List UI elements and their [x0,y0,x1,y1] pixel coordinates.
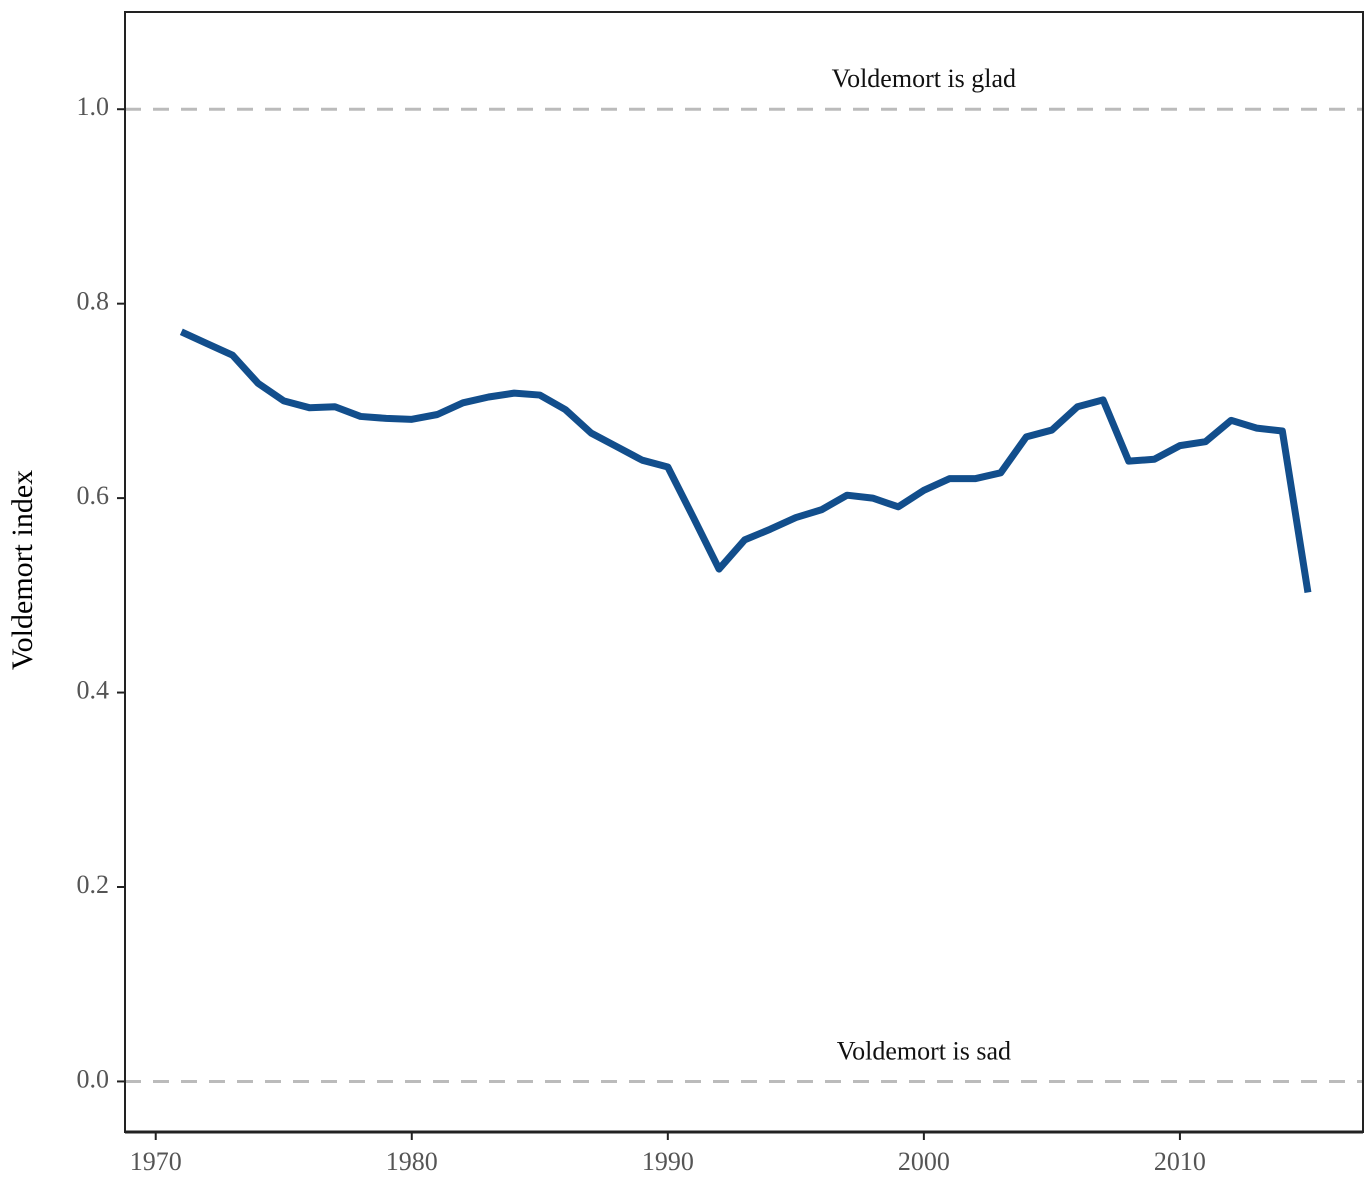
y-tick-label: 0.8 [77,287,110,316]
x-tick-label: 2010 [1154,1147,1206,1176]
y-tick-label: 0.2 [77,870,110,899]
data-line [179,328,1312,593]
y-tick-label: 0.4 [77,676,110,705]
y-axis-label: Voldemort index [6,470,39,670]
plot-frame [124,11,1364,1133]
x-tick-label: 1970 [130,1147,182,1176]
y-tick-label: 0.6 [77,481,110,510]
annotation: Voldemort is glad [832,64,1016,93]
x-tick-label: 1990 [642,1147,694,1176]
x-tick-label: 2000 [898,1147,950,1176]
y-tick-label: 0.0 [77,1064,110,1093]
annotation: Voldemort is sad [837,1036,1011,1065]
y-tick-label: 1.0 [77,92,110,121]
x-tick-label: 1980 [386,1147,438,1176]
